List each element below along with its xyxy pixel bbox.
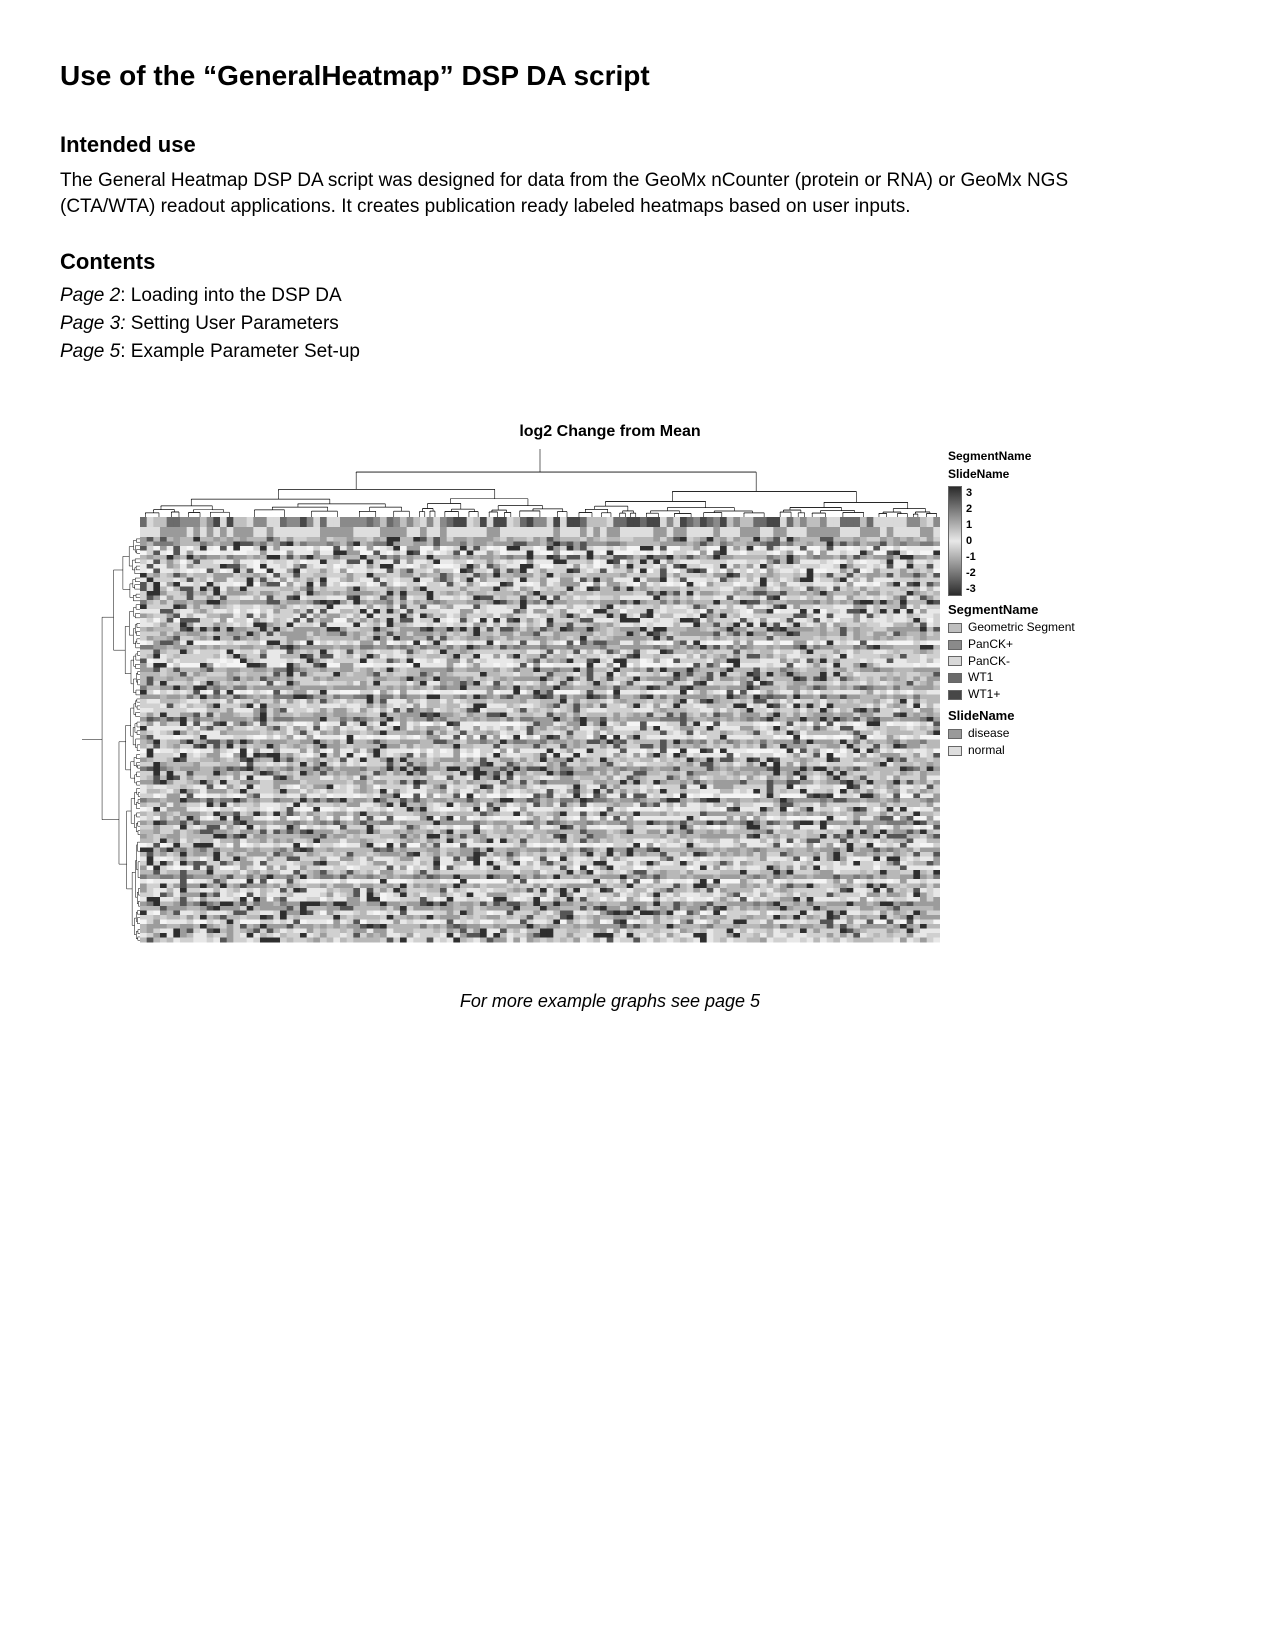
toc-label: : Loading into the DSP DA bbox=[120, 285, 341, 306]
colorbar-tick: -2 bbox=[966, 566, 976, 580]
legend-label: PanCK+ bbox=[968, 637, 1013, 653]
legend-swatch bbox=[948, 623, 962, 633]
annotation-label: SegmentName bbox=[948, 449, 1140, 465]
legend-swatch bbox=[948, 673, 962, 683]
toc-line: Page 2: Loading into the DSP DA bbox=[60, 285, 1215, 307]
intended-use-heading: Intended use bbox=[60, 132, 1215, 158]
colorbar: 3 2 1 0 -1 -2 -3 bbox=[948, 486, 1140, 596]
colorbar-tick: 3 bbox=[966, 486, 976, 500]
legend-item: disease bbox=[948, 726, 1140, 742]
legend-swatch bbox=[948, 729, 962, 739]
intended-use-body: The General Heatmap DSP DA script was de… bbox=[60, 168, 1160, 219]
legend-label: Geometric Segment bbox=[968, 620, 1075, 636]
legend-item: WT1+ bbox=[948, 687, 1140, 703]
colorbar-tick: -3 bbox=[966, 582, 976, 596]
figure-title: log2 Change from Mean bbox=[80, 423, 1140, 441]
toc-page-ref: Page 2 bbox=[60, 285, 120, 306]
legend-groups: SegmentNameGeometric SegmentPanCK+PanCK-… bbox=[948, 602, 1140, 758]
legend-label: WT1+ bbox=[968, 687, 1000, 703]
contents-heading: Contents bbox=[60, 249, 1215, 275]
legend-group: SlideNamediseasenormal bbox=[948, 708, 1140, 758]
figure-legend: SegmentName SlideName 3 2 1 0 -1 -2 -3 Segment… bbox=[940, 447, 1140, 759]
legend-item: PanCK- bbox=[948, 654, 1140, 670]
legend-item: PanCK+ bbox=[948, 637, 1140, 653]
legend-swatch bbox=[948, 690, 962, 700]
heatmap-figure: log2 Change from Mean SegmentName SlideN… bbox=[80, 423, 1140, 1012]
legend-swatch bbox=[948, 746, 962, 756]
annotation-label: SlideName bbox=[948, 467, 1140, 483]
toc-label: Setting User Parameters bbox=[126, 313, 339, 334]
heatmap-svg bbox=[80, 447, 940, 946]
legend-group-title: SlideName bbox=[948, 708, 1140, 725]
legend-label: normal bbox=[968, 743, 1005, 759]
legend-item: WT1 bbox=[948, 670, 1140, 686]
legend-label: PanCK- bbox=[968, 654, 1010, 670]
toc-page-ref: Page 5 bbox=[60, 341, 120, 362]
colorbar-gradient bbox=[948, 486, 962, 596]
colorbar-ticks: 3 2 1 0 -1 -2 -3 bbox=[966, 486, 976, 596]
colorbar-tick: -1 bbox=[966, 550, 976, 564]
legend-item: normal bbox=[948, 743, 1140, 759]
legend-item: Geometric Segment bbox=[948, 620, 1140, 636]
legend-swatch bbox=[948, 640, 962, 650]
legend-swatch bbox=[948, 656, 962, 666]
toc-line: Page 5: Example Parameter Set-up bbox=[60, 341, 1215, 363]
colorbar-tick: 1 bbox=[966, 518, 976, 532]
page-title: Use of the “GeneralHeatmap” DSP DA scrip… bbox=[60, 60, 1215, 92]
colorbar-tick: 2 bbox=[966, 502, 976, 516]
toc-label: : Example Parameter Set-up bbox=[120, 341, 360, 362]
toc-line: Page 3: Setting User Parameters bbox=[60, 313, 1215, 335]
colorbar-tick: 0 bbox=[966, 534, 976, 548]
toc-page-ref: Page 3: bbox=[60, 313, 126, 334]
legend-label: WT1 bbox=[968, 670, 993, 686]
legend-group: SegmentNameGeometric SegmentPanCK+PanCK-… bbox=[948, 602, 1140, 702]
figure-caption: For more example graphs see page 5 bbox=[80, 991, 1140, 1012]
document-page: Use of the “GeneralHeatmap” DSP DA scrip… bbox=[0, 0, 1275, 1650]
legend-label: disease bbox=[968, 726, 1009, 742]
legend-group-title: SegmentName bbox=[948, 602, 1140, 619]
